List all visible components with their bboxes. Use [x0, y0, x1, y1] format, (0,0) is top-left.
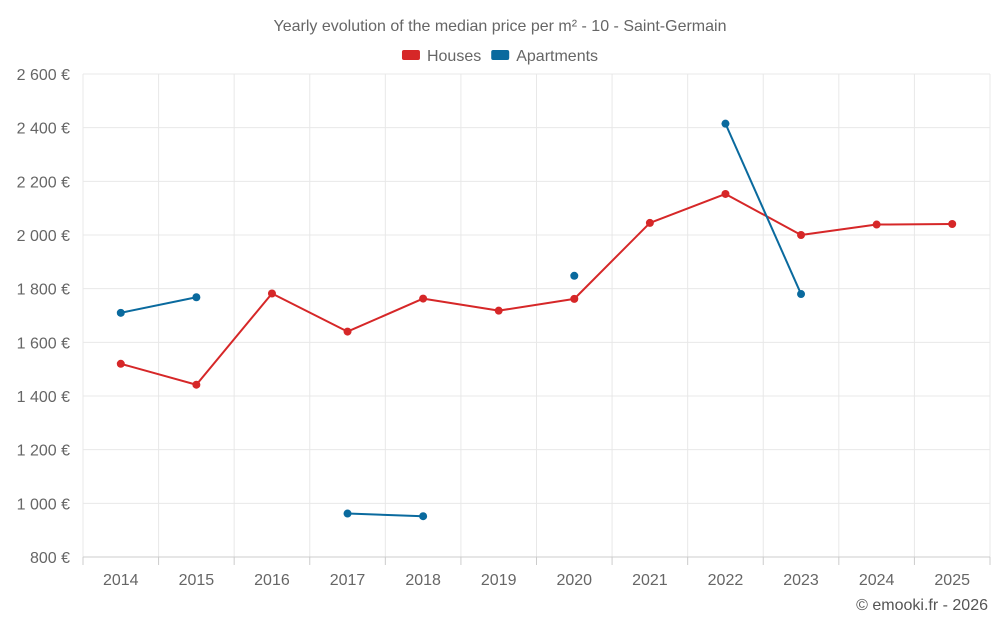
- legend-item-houses[interactable]: Houses: [401, 48, 481, 65]
- x-tick-label: 2020: [556, 572, 592, 589]
- data-point-apartments-2023[interactable]: [797, 290, 806, 299]
- data-point-apartments-2018[interactable]: [419, 512, 428, 521]
- x-tick-label: 2019: [481, 572, 517, 589]
- legend-label-apartments: Apartments: [516, 48, 598, 65]
- data-point-houses-2017[interactable]: [343, 327, 352, 336]
- chart-title: Yearly evolution of the median price per…: [274, 18, 727, 35]
- data-point-houses-2018[interactable]: [419, 294, 428, 303]
- data-point-apartments-2015[interactable]: [192, 293, 201, 302]
- y-tick-label: 1 200 €: [17, 443, 70, 460]
- x-tick-label: 2018: [405, 572, 441, 589]
- data-point-apartments-2020[interactable]: [570, 271, 579, 280]
- data-point-houses-2024[interactable]: [872, 220, 881, 229]
- grid: [82, 73, 991, 558]
- data-point-houses-2016[interactable]: [267, 289, 276, 298]
- y-tick-label: 1 000 €: [17, 496, 70, 513]
- legend-item-apartments[interactable]: Apartments: [491, 48, 598, 65]
- data-point-apartments-2022[interactable]: [721, 119, 730, 128]
- data-point-houses-2025[interactable]: [948, 219, 957, 228]
- legend-label-houses: Houses: [427, 48, 481, 65]
- series-houses: [116, 189, 957, 389]
- legend-swatch-apartments: [491, 50, 510, 60]
- data-point-apartments-2014[interactable]: [116, 308, 125, 317]
- x-tick-label: 2014: [103, 572, 139, 589]
- series-line-apartments: [347, 512, 424, 518]
- data-point-houses-2022[interactable]: [721, 189, 730, 198]
- x-tick-label: 2024: [859, 572, 895, 589]
- data-point-houses-2019[interactable]: [494, 306, 503, 315]
- credit-text: © emooki.fr - 2026: [856, 597, 988, 614]
- x-tick-label: 2016: [254, 572, 290, 589]
- data-point-houses-2014[interactable]: [116, 359, 125, 368]
- y-tick-label: 1 400 €: [17, 389, 70, 406]
- series-apartments: [116, 119, 806, 521]
- x-tick-label: 2022: [708, 572, 744, 589]
- series-line-houses: [120, 192, 953, 386]
- x-tick-label: 2025: [934, 572, 970, 589]
- legend-swatch-houses: [401, 50, 420, 60]
- data-point-houses-2021[interactable]: [645, 218, 654, 227]
- y-tick-label: 2 600 €: [17, 67, 70, 84]
- data-point-houses-2020[interactable]: [570, 294, 579, 303]
- x-tick-label: 2017: [330, 572, 366, 589]
- data-point-houses-2023[interactable]: [797, 231, 806, 239]
- x-tick-label: 2021: [632, 572, 668, 589]
- y-tick-label: 800 €: [30, 550, 70, 567]
- x-tick-label: 2015: [179, 572, 215, 589]
- series-line-apartments: [120, 296, 197, 314]
- series-line-apartments: [724, 123, 802, 295]
- y-tick-label: 2 400 €: [17, 121, 70, 138]
- data-point-houses-2015[interactable]: [192, 380, 201, 389]
- y-tick-label: 2 200 €: [17, 174, 70, 191]
- y-tick-label: 1 600 €: [17, 335, 70, 352]
- series-group: [116, 119, 957, 521]
- y-tick-label: 1 800 €: [17, 282, 70, 299]
- x-tick-label: 2023: [783, 572, 819, 589]
- x-axis: 2014 2015 2016 2017 2018 2019 2020 2021 2022 2023…: [82, 556, 991, 589]
- legend: Houses Apartments: [401, 48, 598, 65]
- y-axis: 800 € 1 000 € 1 200 € 1 400 € 1 600 € 1 800 €…: [17, 67, 70, 567]
- data-point-apartments-2017[interactable]: [343, 509, 352, 518]
- y-tick-label: 2 000 €: [17, 228, 70, 245]
